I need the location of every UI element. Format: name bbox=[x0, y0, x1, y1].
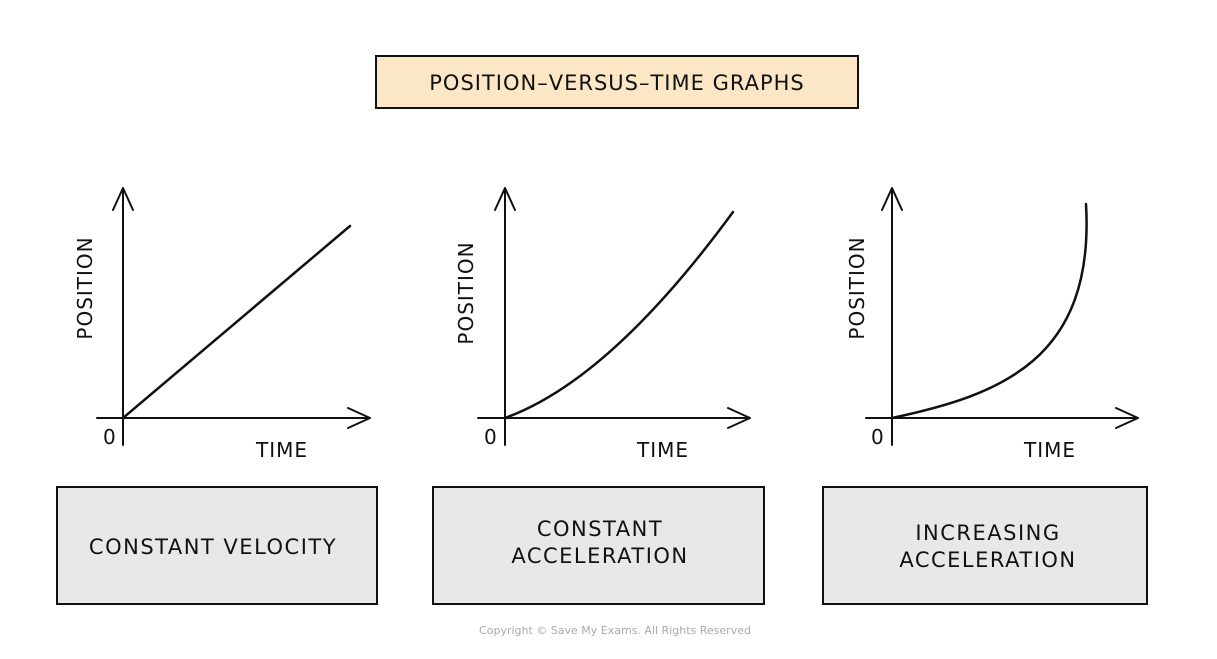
graph-constant-velocity: POSITION 0 TIME CONSTANT VELOCITY bbox=[56, 187, 378, 605]
x-axis-label: TIME bbox=[1023, 438, 1076, 462]
x-axis-label: TIME bbox=[255, 438, 308, 462]
caption-line-2: ACCELERATION bbox=[899, 548, 1076, 572]
graph-increasing-acceleration: POSITION 0 TIME INCREASING ACCELERATION bbox=[822, 187, 1148, 605]
x-axis bbox=[96, 407, 371, 429]
y-axis bbox=[881, 187, 903, 446]
position-curve bbox=[503, 210, 735, 420]
origin-label: 0 bbox=[484, 425, 498, 449]
x-axis bbox=[865, 407, 1139, 429]
y-axis-label: POSITION bbox=[454, 241, 478, 344]
copyright: Copyright © Save My Exams. All Rights Re… bbox=[479, 624, 751, 637]
graph-constant-acceleration: POSITION 0 TIME CONSTANT ACCELERATION bbox=[432, 187, 765, 605]
caption-line-1: INCREASING bbox=[915, 521, 1060, 545]
origin-label: 0 bbox=[103, 425, 117, 449]
y-axis-label: POSITION bbox=[73, 236, 97, 339]
caption-box bbox=[432, 486, 765, 605]
caption-box bbox=[56, 486, 378, 605]
title-box: POSITION–VERSUS–TIME GRAPHS bbox=[375, 55, 859, 109]
y-axis bbox=[112, 187, 134, 446]
x-axis-label: TIME bbox=[636, 438, 689, 462]
position-curve bbox=[890, 202, 1088, 420]
x-axis bbox=[477, 407, 751, 429]
y-axis bbox=[494, 187, 516, 446]
caption-line-1: CONSTANT bbox=[537, 517, 663, 541]
caption: CONSTANT VELOCITY bbox=[89, 535, 337, 559]
origin-label: 0 bbox=[871, 425, 885, 449]
caption-line-2: ACCELERATION bbox=[511, 544, 688, 568]
position-curve bbox=[121, 224, 352, 420]
y-axis-label: POSITION bbox=[845, 236, 869, 339]
caption-box bbox=[822, 486, 1148, 605]
title: POSITION–VERSUS–TIME GRAPHS bbox=[429, 71, 804, 95]
